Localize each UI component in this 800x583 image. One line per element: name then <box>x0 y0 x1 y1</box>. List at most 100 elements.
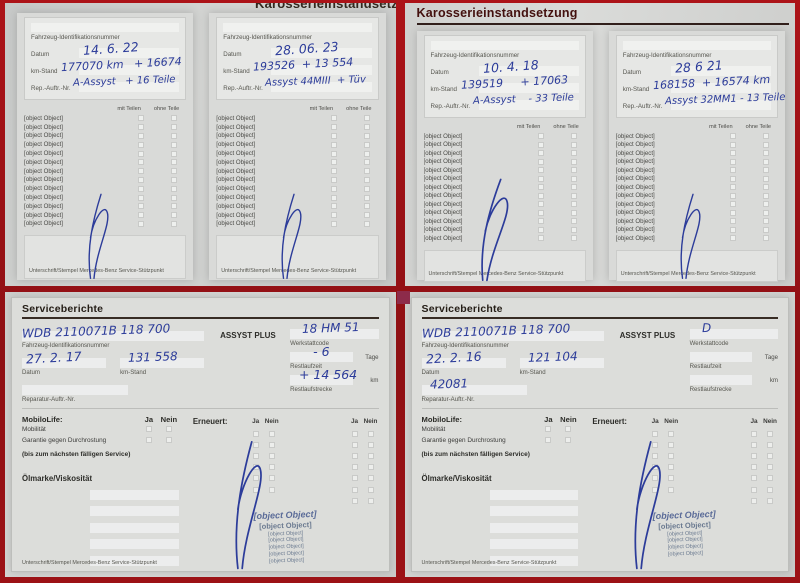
ja-header: Ja <box>750 418 758 425</box>
signature-box: Unterschrift/Stempel Mercedes-Benz Servi… <box>423 249 586 282</box>
checklist-item: [object Object] <box>424 158 586 167</box>
checklist-item-label: [object Object] <box>615 158 655 166</box>
checklist-item: [object Object] <box>216 114 378 123</box>
oel-rows <box>422 489 579 566</box>
checklist-item: [object Object] <box>24 158 186 167</box>
checklist-item: [object Object] <box>216 211 378 220</box>
garantie-row: Garantie gegen Durchrostung <box>22 435 179 446</box>
checklist-item-label: [object Object] <box>615 217 655 225</box>
nein-checkbox <box>767 475 774 482</box>
ohne-teile-checkbox <box>570 201 577 208</box>
rep-auftr-label: Rep.-Auftr.-Nr. <box>622 103 663 110</box>
erneuert-column: Erneuert: Ja Nein <box>592 415 778 566</box>
km-stand-label: km-Stand <box>519 369 546 376</box>
mit-teilen-checkbox <box>537 150 544 157</box>
karosserie-page: Fahrzeug-Identifikationsnummer Datum 10.… <box>416 31 593 282</box>
page-title: Serviceberichte <box>421 303 503 315</box>
erneuert-col-right: Ja Nein <box>691 415 778 506</box>
ja-checkbox <box>751 452 758 459</box>
erneuert-row <box>592 462 679 473</box>
mobilolife-label: MobiloLife: <box>421 415 463 424</box>
ohne-teile-checkbox <box>763 167 769 174</box>
restlaufzeit-field: Tage Restlaufzeit <box>689 352 778 370</box>
body-checklist: [object Object] [object Object] [object … <box>216 114 378 228</box>
ja-checkbox <box>252 441 259 448</box>
photo-servicebericht: Serviceberichte WDB 2110071B 118 700 Fah… <box>404 292 795 577</box>
mit-teilen-checkbox <box>330 124 337 131</box>
erneuert-row <box>691 439 778 450</box>
mit-teilen-checkbox <box>138 141 145 148</box>
ja-checkbox <box>252 464 259 471</box>
oel-field-row <box>22 489 179 500</box>
assyst-plus-label: ASSYST PLUS <box>619 331 676 340</box>
checklist-item-label: [object Object] <box>216 194 256 202</box>
ohne-teile-checkbox <box>171 124 178 131</box>
ohne-teile-checkbox <box>570 184 577 191</box>
checklist-item: [object Object] <box>424 192 586 201</box>
ja-header: Ja <box>350 418 359 425</box>
ohne-teile-checkbox <box>171 141 178 148</box>
ohne-teile-checkbox <box>763 175 769 182</box>
vin-field: Fahrzeug-Identifikationsnummer <box>430 41 579 59</box>
erneuert-row <box>292 495 379 506</box>
karosserie-pages: Fahrzeug-Identifikationsnummer Datum 10.… <box>405 3 796 286</box>
werkstattcode-field: D Werkstattcode <box>689 321 778 347</box>
mit-teilen-checkbox <box>730 175 736 182</box>
erneuert-columns: Erneuert: Ja Nein <box>592 415 778 506</box>
service-page: Serviceberichte WDB 2110071B 118 700 Fah… <box>11 297 390 572</box>
checklist-item: [object Object] <box>424 200 586 209</box>
checklist-item-label: [object Object] <box>24 141 63 149</box>
ohne-teile-header: ohne Teile <box>553 124 579 130</box>
rep-input-strip <box>79 82 180 92</box>
ohne-teile-checkbox <box>763 184 769 191</box>
datum-label: Datum <box>22 369 40 376</box>
mit-teilen-checkbox <box>138 185 145 192</box>
checklist-item: [object Object] <box>424 175 586 184</box>
restlaufzeit-field: - 6 Tage Restlaufzeit <box>290 344 379 370</box>
checklist-item: [object Object] <box>616 217 778 226</box>
checklist-item: [object Object] <box>616 158 778 167</box>
datum-label: Datum <box>430 69 449 76</box>
checklist-item-label: [object Object] <box>615 166 655 174</box>
ja-checkbox <box>751 475 758 482</box>
mobilolife-label: MobiloLife: <box>22 415 63 424</box>
photo-karosserie-left: Karosserieinstandsetzung Fahrzeug-Identi… <box>5 3 396 286</box>
signature-label: Unterschrift/Stempel Mercedes-Benz Servi… <box>221 268 357 275</box>
oel-input-strip <box>90 539 179 549</box>
mit-teilen-header: mit Teilen <box>309 106 334 112</box>
checklist-item-label: [object Object] <box>24 150 63 158</box>
vin-label: Fahrzeug-Identifikationsnummer <box>430 52 520 59</box>
checklist-item: [object Object] <box>216 184 378 193</box>
oel-input-strip <box>90 555 179 566</box>
erneuert-row <box>193 428 280 439</box>
ja-checkbox <box>751 497 758 504</box>
checklist-item: [object Object] <box>216 220 378 229</box>
datum-label: Datum <box>223 51 242 58</box>
service-hint: (bis zum nächsten fälligen Service) <box>421 451 530 458</box>
nein-checkbox <box>767 452 774 459</box>
nein-checkbox <box>668 464 675 471</box>
vehicle-data-form: Fahrzeug-Identifikationsnummer Datum 28.… <box>216 17 379 100</box>
mit-teilen-checkbox <box>730 226 736 233</box>
mit-teilen-checkbox <box>730 158 736 165</box>
nein-checkbox <box>767 486 774 493</box>
oel-input-strip <box>90 489 179 500</box>
vin-field: Fahrzeug-Identifikationsnummer <box>31 23 180 41</box>
checklist-item-label: [object Object] <box>615 234 655 242</box>
ohne-teile-checkbox <box>763 201 769 208</box>
mit-teilen-checkbox <box>730 141 736 148</box>
datum-input-strip <box>271 48 372 58</box>
erneuert-row <box>592 450 679 461</box>
nein-checkbox <box>668 430 675 437</box>
ohne-teile-checkbox <box>171 203 178 210</box>
karosserie-page: Fahrzeug-Identifikationsnummer Datum 14.… <box>17 13 194 280</box>
ja-checkbox <box>252 486 259 493</box>
checklist-item: [object Object] <box>616 183 778 192</box>
erneuert-row <box>292 450 379 461</box>
checklist-item: [object Object] <box>616 209 778 218</box>
oel-field-row <box>422 555 579 566</box>
checklist-item-label: [object Object] <box>615 200 655 208</box>
erneuert-row <box>292 428 379 439</box>
reparatur-input-strip <box>22 385 128 395</box>
erneuert-rows <box>193 428 280 495</box>
